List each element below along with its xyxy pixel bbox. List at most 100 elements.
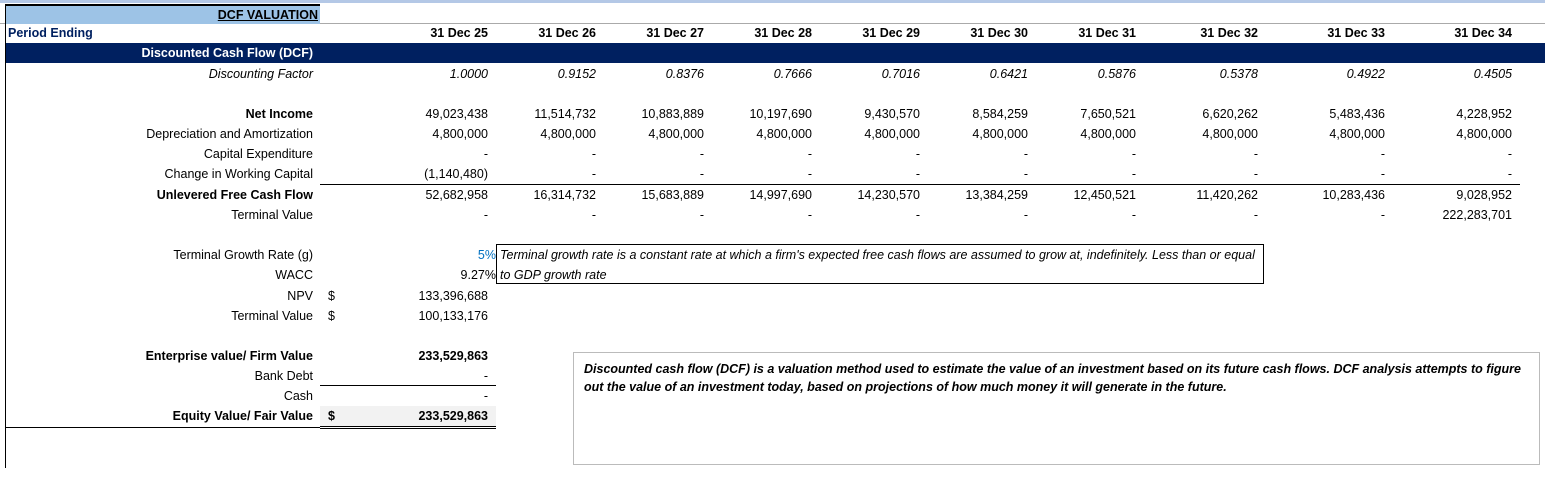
cell-value[interactable]: 4,800,000 xyxy=(432,127,488,141)
bottom-line xyxy=(6,427,320,428)
cell-value[interactable]: 0.5378 xyxy=(1219,67,1258,81)
cell-value[interactable]: 0.4922 xyxy=(1346,67,1385,81)
cell-value[interactable]: 11,514,732 xyxy=(534,107,596,121)
cell-value[interactable]: - xyxy=(591,167,596,181)
summary-row: WACC 9.27% xyxy=(6,265,1545,285)
cell-value[interactable]: (1,140,480) xyxy=(424,167,488,181)
cell-value[interactable]: 4,800,000 xyxy=(540,127,596,141)
cell-value[interactable]: 9,430,570 xyxy=(864,107,920,121)
cell-value[interactable]: 4,800,000 xyxy=(756,127,812,141)
summary-value[interactable]: - xyxy=(483,369,488,383)
cell-value[interactable]: 10,283,436 xyxy=(1322,188,1385,202)
period-header[interactable]: 31 Dec 31 xyxy=(1078,26,1136,40)
sheet-title[interactable]: DCF VALUATION xyxy=(6,4,320,24)
summary-value[interactable]: 233,529,863 xyxy=(418,349,488,363)
cell-value[interactable]: - xyxy=(699,167,704,181)
row-label: Discounting Factor xyxy=(208,67,313,81)
cell-value[interactable]: 8,584,259 xyxy=(972,107,1028,121)
period-header[interactable]: 31 Dec 33 xyxy=(1327,26,1385,40)
cell-value[interactable]: 4,800,000 xyxy=(1080,127,1136,141)
summary-row: Enterprise value/ Firm Value 233,529,863 xyxy=(6,346,1545,366)
period-label: Period Ending xyxy=(8,26,93,40)
summary-label: Terminal Growth Rate (g) xyxy=(173,248,313,262)
cell-value[interactable]: - xyxy=(1380,147,1385,161)
cell-value[interactable]: - xyxy=(483,208,488,222)
period-header[interactable]: 31 Dec 29 xyxy=(862,26,920,40)
cell-value[interactable]: - xyxy=(1507,167,1512,181)
cell-value[interactable]: 4,800,000 xyxy=(864,127,920,141)
cell-value[interactable]: 5,483,436 xyxy=(1329,107,1385,121)
period-header[interactable]: 31 Dec 27 xyxy=(646,26,704,40)
cell-value[interactable]: - xyxy=(915,167,920,181)
summary-value[interactable]: 100,133,176 xyxy=(418,309,488,323)
period-header[interactable]: 31 Dec 30 xyxy=(970,26,1028,40)
cell-value[interactable]: 0.4505 xyxy=(1473,67,1512,81)
cell-value[interactable]: 12,450,521 xyxy=(1073,188,1136,202)
cell-value[interactable]: - xyxy=(1253,147,1258,161)
cell-value[interactable]: - xyxy=(699,147,704,161)
cell-value[interactable]: 6,620,262 xyxy=(1202,107,1258,121)
cell-value[interactable]: 9,028,952 xyxy=(1456,188,1512,202)
cell-value[interactable]: - xyxy=(807,167,812,181)
growth-rate-note[interactable]: Terminal growth rate is a constant rate … xyxy=(496,244,1264,284)
cell-value[interactable]: - xyxy=(1023,147,1028,161)
cell-value[interactable]: 49,023,438 xyxy=(425,107,488,121)
period-header[interactable]: 31 Dec 26 xyxy=(538,26,596,40)
period-header[interactable]: 31 Dec 32 xyxy=(1200,26,1258,40)
cell-value[interactable]: 1.0000 xyxy=(449,67,488,81)
cell-value[interactable]: 4,800,000 xyxy=(1456,127,1512,141)
cell-value[interactable]: 0.8376 xyxy=(665,67,704,81)
cell-value[interactable]: - xyxy=(807,208,812,222)
cell-value[interactable]: - xyxy=(1131,147,1136,161)
cell-value[interactable]: 0.9152 xyxy=(557,67,596,81)
cell-value[interactable]: 10,883,889 xyxy=(641,107,704,121)
cell-value[interactable]: 14,997,690 xyxy=(749,188,812,202)
cell-value[interactable]: - xyxy=(1380,208,1385,222)
cell-value[interactable]: 16,314,732 xyxy=(533,188,596,202)
cell-value[interactable]: 0.7666 xyxy=(773,67,812,81)
cell-value[interactable]: 14,230,570 xyxy=(857,188,920,202)
cell-value[interactable]: 11,420,262 xyxy=(1196,188,1258,202)
cell-value[interactable]: 52,682,958 xyxy=(425,188,488,202)
cell-value[interactable]: - xyxy=(1507,147,1512,161)
cell-value[interactable]: - xyxy=(1253,208,1258,222)
cell-value[interactable]: 13,384,259 xyxy=(965,188,1028,202)
cell-value[interactable]: 4,800,000 xyxy=(648,127,704,141)
summary-value[interactable]: - xyxy=(483,389,488,403)
period-header[interactable]: 31 Dec 28 xyxy=(754,26,812,40)
cell-value[interactable]: 0.5876 xyxy=(1097,67,1136,81)
cell-value[interactable]: - xyxy=(807,147,812,161)
cell-value[interactable]: - xyxy=(699,208,704,222)
period-header[interactable]: 31 Dec 25 xyxy=(430,26,488,40)
cell-value[interactable]: - xyxy=(1131,167,1136,181)
cell-value[interactable]: 7,650,521 xyxy=(1080,107,1136,121)
summary-row: Equity Value/ Fair Value $233,529,863 xyxy=(6,406,1545,426)
cell-value[interactable]: 10,197,690 xyxy=(749,107,812,121)
cell-value[interactable]: - xyxy=(915,147,920,161)
summary-value[interactable]: 5% xyxy=(477,248,496,262)
summary-value[interactable]: 133,396,688 xyxy=(418,289,488,303)
period-header[interactable]: 31 Dec 34 xyxy=(1454,26,1512,40)
summary-value[interactable]: 233,529,863 xyxy=(418,409,488,423)
left-border xyxy=(5,4,6,468)
cell-value[interactable]: - xyxy=(915,208,920,222)
cell-value[interactable]: - xyxy=(1380,167,1385,181)
cell-value[interactable]: - xyxy=(1253,167,1258,181)
cell-value[interactable]: 4,800,000 xyxy=(1329,127,1385,141)
cell-value[interactable]: - xyxy=(1023,208,1028,222)
cell-value[interactable]: 4,800,000 xyxy=(972,127,1028,141)
cell-value[interactable]: 4,800,000 xyxy=(1202,127,1258,141)
cell-value[interactable]: - xyxy=(591,208,596,222)
cell-value[interactable]: - xyxy=(1131,208,1136,222)
dcf-note[interactable]: Discounted cash flow (DCF) is a valuatio… xyxy=(573,352,1540,465)
summary-value[interactable]: 9.27% xyxy=(460,268,496,282)
cell-value[interactable]: - xyxy=(591,147,596,161)
cell-value[interactable]: 4,228,952 xyxy=(1456,107,1512,121)
cell-value[interactable]: 15,683,889 xyxy=(641,188,704,202)
row-label: Capital Expenditure xyxy=(203,147,313,161)
cell-value[interactable]: 0.7016 xyxy=(881,67,920,81)
cell-value[interactable]: - xyxy=(483,147,488,161)
cell-value[interactable]: - xyxy=(1023,167,1028,181)
cell-value[interactable]: 222,283,701 xyxy=(1442,208,1512,222)
cell-value[interactable]: 0.6421 xyxy=(989,67,1028,81)
